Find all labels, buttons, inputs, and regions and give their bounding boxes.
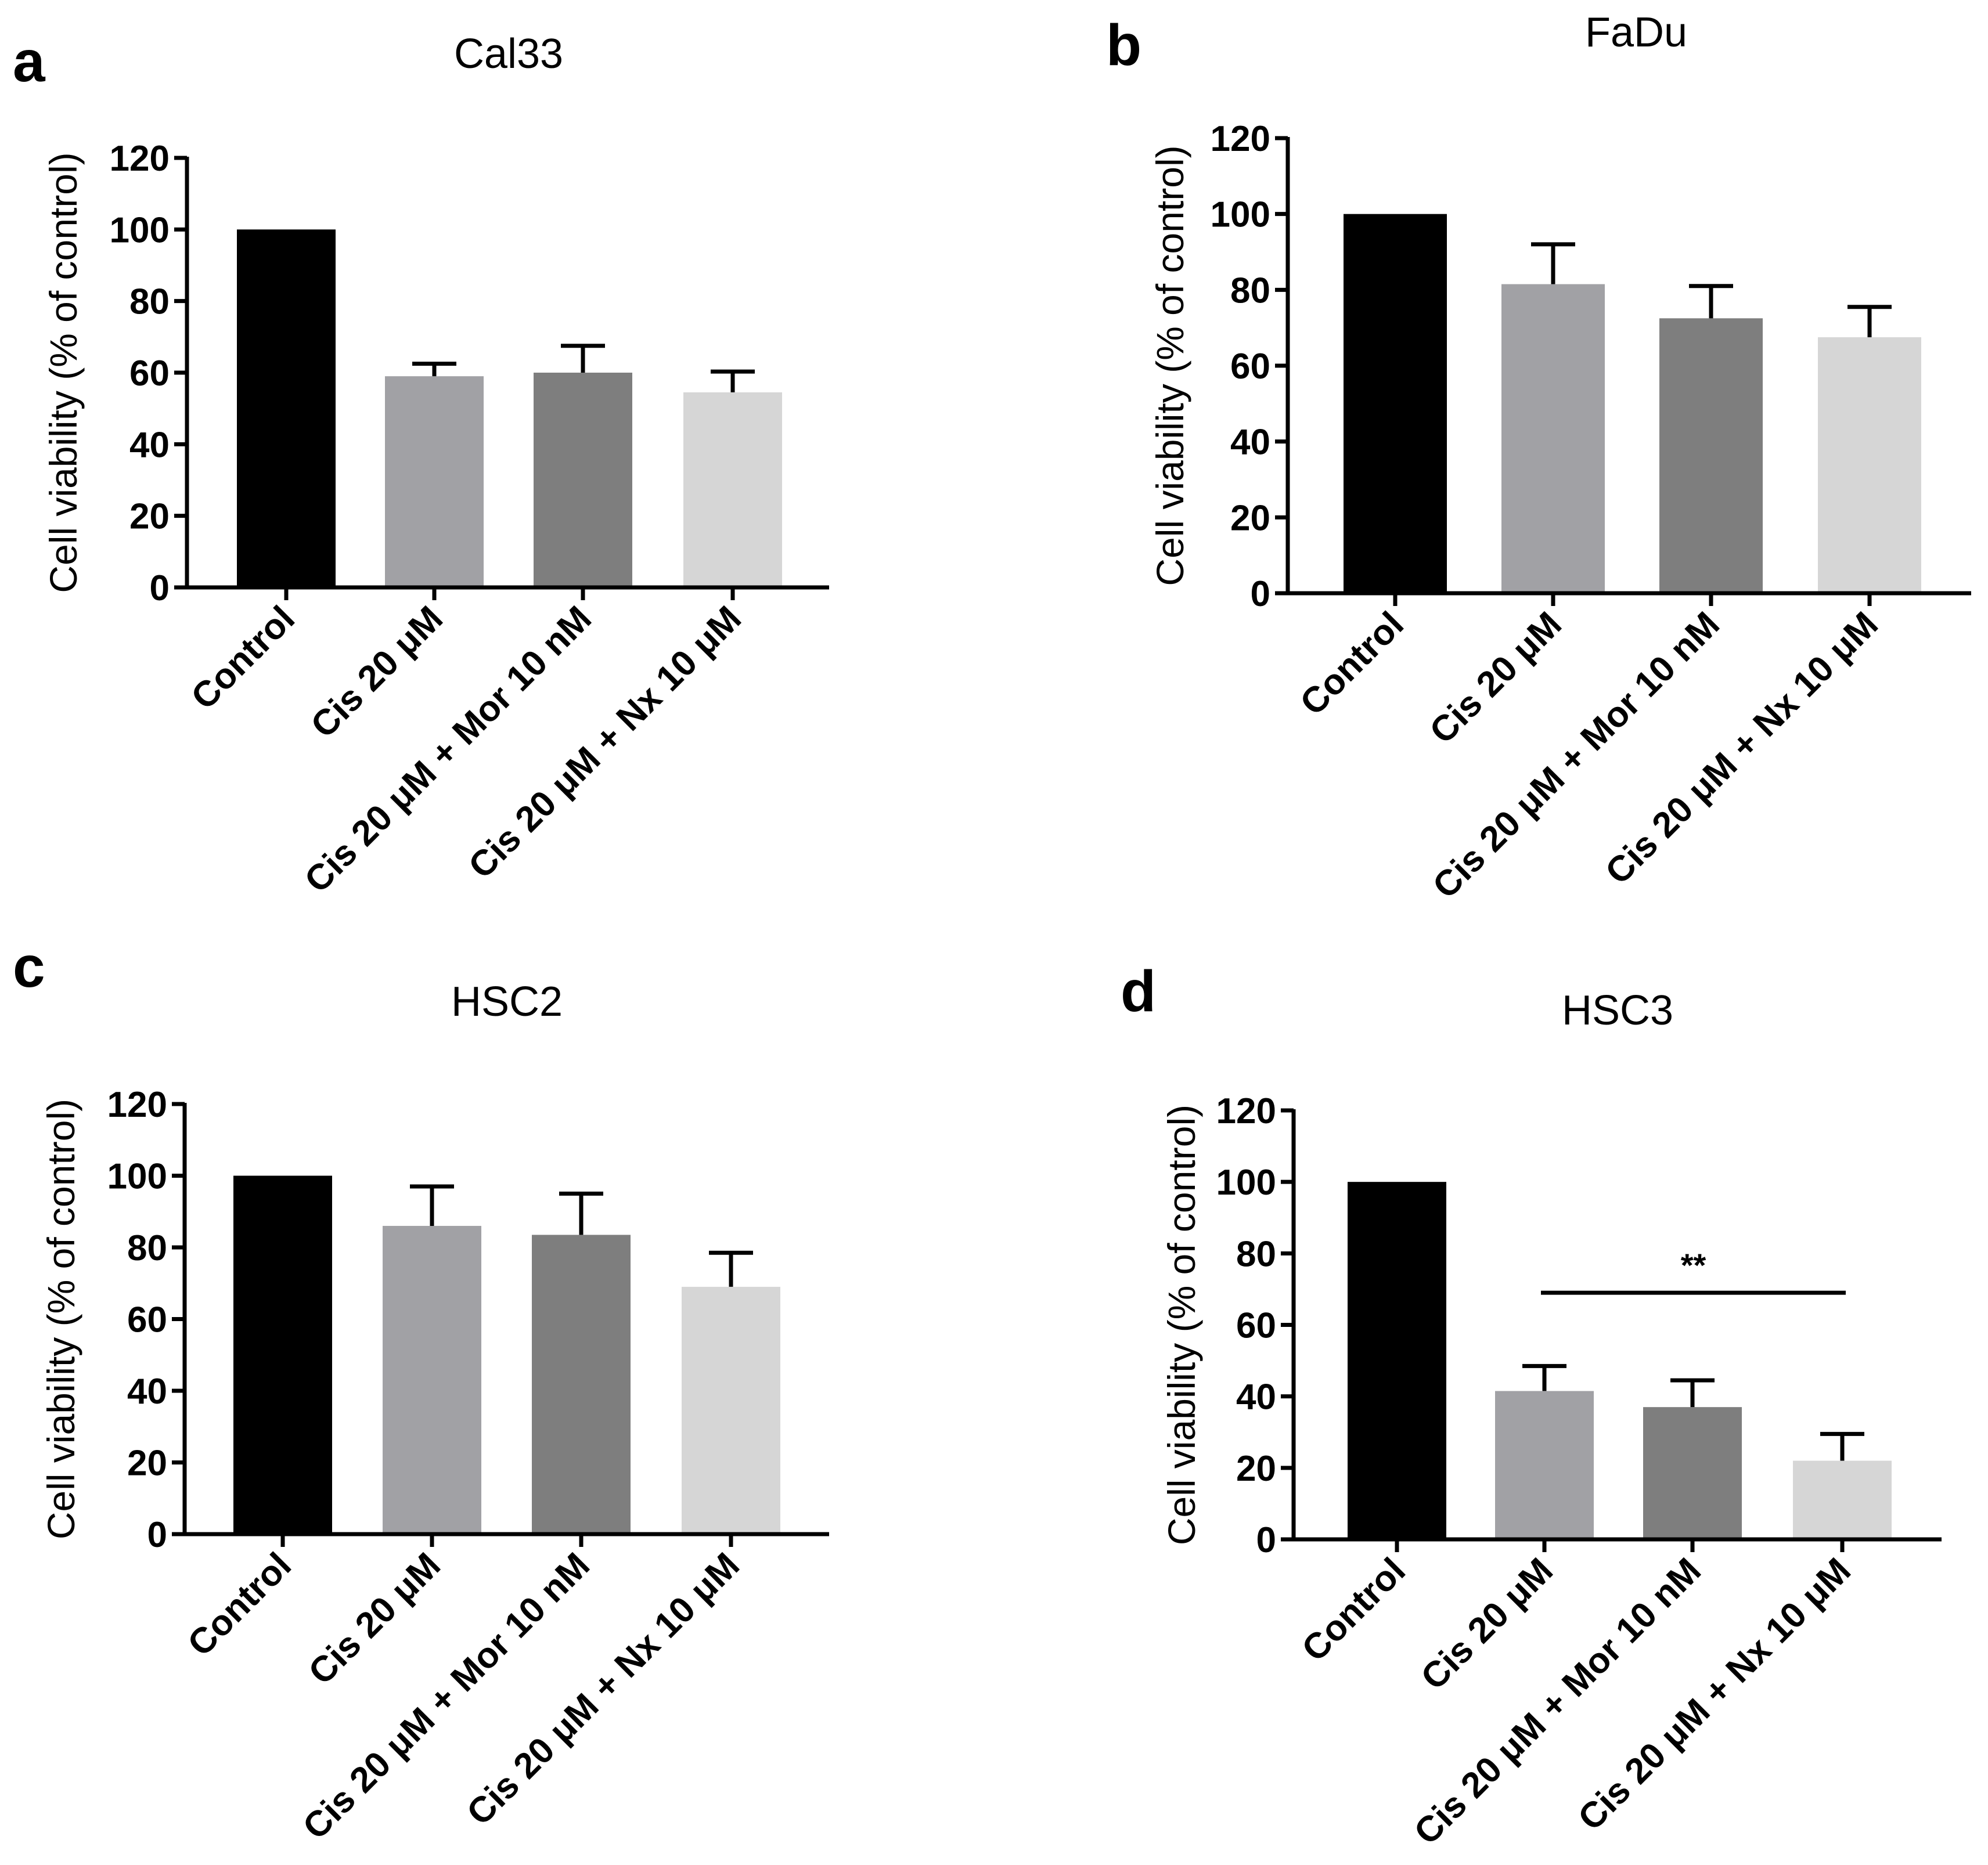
x-tick-label: Cis 20 μM + Mor 10 nM — [1407, 1550, 1709, 1852]
y-axis-label: Cell viability (% of control) — [42, 152, 85, 593]
bar-2 — [1495, 1391, 1594, 1539]
x-tick-label: Cis 20 μM + Mor 10 nM — [297, 598, 599, 900]
x-tick-label: Cis 20 μM + Mor 10 nM — [1425, 604, 1727, 906]
chart-title: Cal33 — [454, 31, 563, 77]
panel-letter: a — [13, 29, 46, 94]
y-tick-label: 60 — [127, 1300, 167, 1340]
y-tick-label: 0 — [150, 568, 170, 608]
chart-panel-c: c HSC2 0 20 40 60 80 100 120 Control Cis 20 μMCis … — [13, 935, 829, 1847]
bar-2 — [383, 1225, 481, 1534]
bar-1 — [1344, 214, 1447, 594]
y-tick-label: 20 — [129, 497, 170, 537]
y-tick-label: 0 — [147, 1515, 167, 1555]
y-tick-label: 120 — [107, 1085, 167, 1125]
x-tick-label: Control — [1294, 1550, 1413, 1669]
y-tick-label: 40 — [127, 1372, 167, 1412]
chart-title: HSC2 — [451, 979, 563, 1025]
y-tick-label: 80 — [1236, 1234, 1276, 1274]
y-axis-label: Cell viability (% of control) — [1148, 145, 1191, 586]
x-tick-label: Cis 20 μM — [301, 1545, 448, 1692]
x-tick-label: Cis 20 μM + Nx 10 μM — [1598, 604, 1886, 892]
bar-2 — [1501, 284, 1605, 593]
y-tick-label: 0 — [1251, 574, 1270, 614]
bar-4 — [1818, 337, 1921, 593]
bar-1 — [233, 1175, 332, 1534]
chart-panel-d: d HSC3 0 20 40 60 80 100 120 Control Cis 20 μMCis … — [1121, 959, 1942, 1852]
y-axis-label: Cell viability (% of control) — [39, 1099, 82, 1539]
y-tick-label: 40 — [1230, 423, 1270, 463]
bar-2 — [385, 376, 484, 587]
chart-panel-b: b FaDu 0 20 40 60 80 100 120 Control Cis 20 μMCis … — [1106, 9, 1971, 906]
chart-panel-a: a Cal33 0 20 40 60 80 100 120 Control Cis 20 μMCis… — [13, 29, 829, 900]
bar-1 — [1348, 1182, 1446, 1539]
bar-3 — [534, 373, 632, 587]
x-tick-label: Cis 20 μM + Nx 10 μM — [1571, 1550, 1859, 1838]
y-tick-label: 40 — [129, 425, 170, 465]
bar-3 — [1659, 318, 1763, 593]
y-tick-label: 100 — [110, 210, 170, 250]
y-tick-label: 80 — [127, 1228, 167, 1268]
y-tick-label: 0 — [1256, 1520, 1276, 1560]
chart-title: HSC3 — [1562, 987, 1673, 1034]
y-tick-label: 20 — [1236, 1449, 1276, 1489]
bar-3 — [1643, 1407, 1742, 1539]
y-tick-label: 60 — [129, 353, 170, 394]
bar-4 — [683, 392, 782, 587]
bar-1 — [237, 229, 336, 587]
x-tick-label: Control — [1292, 604, 1411, 723]
y-axis-label: Cell viability (% of control) — [1160, 1105, 1203, 1545]
y-tick-label: 80 — [129, 282, 170, 322]
bar-4 — [682, 1286, 780, 1534]
panel-letter: d — [1121, 959, 1156, 1024]
y-tick-label: 60 — [1236, 1306, 1276, 1346]
x-tick-label: Cis 20 μM + Nx 10 μM — [459, 1545, 747, 1833]
bar-4 — [1793, 1460, 1892, 1539]
y-tick-label: 60 — [1230, 347, 1270, 387]
y-tick-label: 120 — [1216, 1091, 1276, 1131]
x-tick-label: Control — [180, 1545, 299, 1664]
y-tick-label: 100 — [1216, 1163, 1276, 1203]
x-tick-label: Cis 20 μM + Mor 10 nM — [296, 1545, 597, 1847]
y-tick-label: 20 — [127, 1444, 167, 1484]
x-tick-label: Cis 20 μM — [303, 598, 450, 745]
y-tick-label: 120 — [1211, 119, 1270, 159]
y-tick-label: 20 — [1230, 498, 1270, 538]
x-tick-label: Cis 20 μM + Nx 10 μM — [461, 598, 749, 886]
y-tick-label: 100 — [107, 1157, 167, 1197]
chart-title: FaDu — [1585, 9, 1687, 56]
y-tick-label: 80 — [1230, 270, 1270, 311]
panel-letter: c — [13, 935, 45, 1000]
bar-3 — [532, 1235, 631, 1534]
x-tick-label: Cis 20 μM — [1422, 604, 1569, 751]
x-tick-label: Cis 20 μM — [1413, 1550, 1560, 1697]
y-tick-label: 120 — [110, 139, 170, 179]
x-tick-label: Control — [183, 598, 302, 717]
significance-label: ** — [1681, 1247, 1706, 1283]
y-tick-label: 100 — [1211, 195, 1270, 235]
panel-letter: b — [1106, 13, 1141, 78]
y-tick-label: 40 — [1236, 1377, 1276, 1417]
